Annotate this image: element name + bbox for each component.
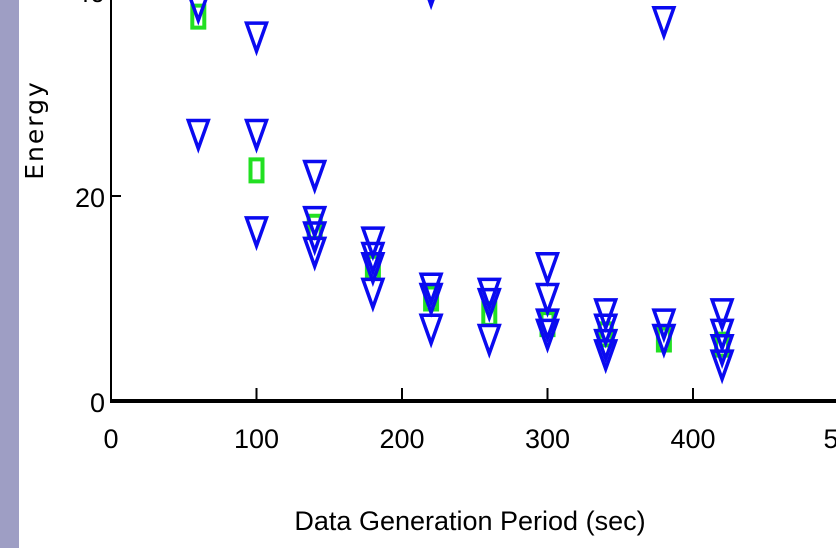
- data-point-triangle: [418, 272, 444, 308]
- data-point-triangle: [360, 252, 386, 287]
- x-axis-label: Data Generation Period (sec): [294, 506, 645, 536]
- tick-labels: 01002003004005002040: [75, 0, 836, 454]
- x-tick-label: 400: [670, 424, 715, 454]
- x-tick-label: 200: [379, 424, 424, 454]
- series-triangle-down: [185, 0, 735, 385]
- x-tick-label: 300: [525, 424, 570, 454]
- data-point-triangle: [418, 282, 444, 318]
- y-tick-label: 0: [90, 388, 105, 418]
- x-tick-label: 0: [103, 424, 118, 454]
- data-point-triangle: [360, 277, 386, 313]
- data-point-triangle: [535, 252, 560, 287]
- data-point-triangle: [189, 0, 208, 26]
- data-point-triangle: [185, 118, 211, 154]
- y-tick-label: 20: [75, 183, 105, 213]
- data-point-triangle: [244, 118, 269, 154]
- data-point-triangle: [709, 298, 735, 334]
- data-point-square: [248, 157, 265, 184]
- data-point-triangle: [418, 313, 444, 349]
- data-point-triangle: [535, 282, 560, 318]
- data-point-triangle: [476, 323, 502, 359]
- plot-area: [185, 0, 735, 385]
- side-band: [0, 0, 19, 548]
- data-point-triangle: [593, 339, 619, 375]
- series-square: [190, 3, 731, 358]
- x-tick-label: 100: [234, 424, 279, 454]
- data-point-triangle: [476, 277, 502, 313]
- data-point-triangle: [535, 318, 560, 354]
- data-point-triangle: [427, 0, 435, 11]
- data-point-triangle: [593, 328, 619, 364]
- axes: [110, 0, 836, 403]
- y-tick-label: 40: [75, 0, 105, 8]
- data-point-triangle: [244, 216, 269, 252]
- data-point-square: [190, 3, 207, 30]
- data-point-triangle: [302, 159, 328, 195]
- data-point-triangle: [535, 308, 560, 344]
- data-point-triangle: [302, 236, 328, 272]
- data-point-triangle: [476, 287, 502, 323]
- data-point-triangle: [651, 323, 677, 359]
- data-point-triangle: [709, 349, 735, 385]
- x-tick-label: 50: [823, 424, 836, 454]
- data-point-triangle: [360, 241, 386, 277]
- data-point-triangle: [244, 21, 269, 57]
- y-axis-label: Energy: [20, 80, 49, 180]
- data-point-triangle: [651, 6, 677, 41]
